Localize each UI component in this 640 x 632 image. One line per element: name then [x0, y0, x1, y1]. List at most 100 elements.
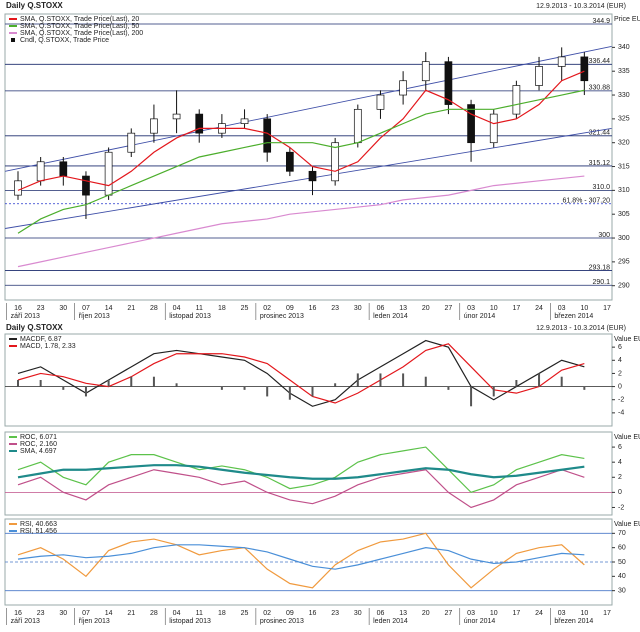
y-tick-label: -4: [618, 410, 624, 417]
candle-body: [467, 104, 475, 144]
x-tick-label: 24: [535, 305, 543, 312]
x-tick-label: 16: [309, 610, 317, 617]
y-tick-label: -2: [618, 397, 624, 404]
month-label: prosinec 2013: [260, 618, 304, 625]
y-axis-label: Value EUR: [614, 434, 640, 441]
histogram-bar: [130, 376, 133, 387]
x-tick-label: 18: [218, 305, 226, 312]
x-tick-label: 02: [263, 610, 271, 617]
y-tick-label: 330: [618, 92, 630, 99]
x-tick-label: 11: [196, 305, 203, 312]
x-tick-label: 23: [331, 610, 339, 617]
x-tick-label: 09: [286, 305, 294, 312]
panel-title: Daily Q.STOXX: [6, 323, 63, 332]
x-tick-label: 10: [490, 305, 498, 312]
month-label: leden 2014: [373, 618, 408, 625]
month-label: září 2013: [11, 313, 40, 320]
legend-label: Cndl, Q.STOXX, Trade Price: [20, 37, 109, 44]
series-line: [17, 70, 585, 191]
histogram-bar: [152, 376, 155, 387]
legend-swatch: [11, 38, 15, 42]
candle-body: [59, 161, 68, 177]
x-tick-label: 30: [59, 305, 67, 312]
x-tick-label: 04: [173, 610, 181, 617]
series-line: [17, 532, 585, 589]
x-tick-label: 20: [422, 610, 430, 617]
candle-body: [263, 118, 272, 153]
candle-body: [444, 61, 453, 105]
level-label: 344.9: [592, 18, 610, 25]
series-line: [17, 89, 585, 234]
candle-body: [535, 66, 543, 86]
y-tick-label: 340: [618, 44, 630, 51]
x-tick-label: 28: [150, 305, 158, 312]
x-tick-label: 28: [150, 610, 158, 617]
y-tick-label: 320: [618, 140, 630, 147]
legend-label: ROC, 2.160: [20, 441, 57, 448]
x-tick-label: 10: [490, 610, 498, 617]
month-label: únor 2014: [464, 618, 496, 625]
legend-label: RSI, 51.456: [20, 528, 57, 535]
candle-body: [240, 118, 249, 124]
histogram-bar: [424, 376, 427, 387]
level-label: 336.44: [589, 58, 611, 65]
candle-body: [308, 170, 317, 182]
month-label: březen 2014: [554, 618, 593, 625]
y-tick-label: 6: [618, 444, 622, 451]
series-line: [17, 544, 585, 570]
candle-body: [331, 142, 340, 182]
candle-body: [104, 151, 113, 196]
y-tick-label: -2: [618, 504, 624, 511]
histogram-bar: [447, 386, 450, 390]
level-label: 315.12: [589, 160, 611, 167]
level-label: 321.44: [589, 130, 611, 137]
candle-body: [489, 113, 498, 144]
y-tick-label: 50: [618, 559, 626, 566]
x-tick-label: 17: [603, 610, 611, 617]
histogram-bar: [356, 373, 359, 387]
legend-label: MACDF, 6.87: [20, 336, 62, 343]
x-tick-label: 30: [59, 610, 67, 617]
candle-body: [150, 118, 158, 134]
x-tick-label: 25: [241, 610, 249, 617]
x-tick-label: 17: [603, 305, 611, 312]
y-tick-label: 290: [618, 283, 630, 290]
x-tick-label: 23: [37, 305, 45, 312]
candle-body: [376, 94, 385, 110]
x-tick-label: 10: [580, 305, 588, 312]
histogram-bar: [560, 376, 563, 387]
histogram-bar: [515, 380, 518, 387]
candle-body: [82, 175, 90, 196]
y-tick-label: 335: [618, 68, 630, 75]
x-tick-label: 03: [467, 305, 475, 312]
month-label: listopad 2013: [169, 313, 211, 320]
y-tick-label: 4: [618, 459, 622, 466]
histogram-bar: [17, 380, 19, 387]
level-label: 293.18: [589, 264, 611, 271]
x-tick-label: 02: [263, 305, 271, 312]
x-tick-label: 03: [558, 305, 566, 312]
y-axis-label: Price EUR: [614, 16, 640, 23]
candle-body: [399, 80, 407, 96]
series-line: [17, 339, 585, 407]
x-tick-label: 20: [422, 305, 430, 312]
x-tick-label: 23: [37, 610, 45, 617]
x-tick-label: 11: [196, 610, 203, 617]
candle-body: [580, 56, 589, 82]
x-tick-label: 16: [14, 305, 22, 312]
x-tick-label: 13: [399, 610, 407, 617]
trend-line: [4, 45, 612, 172]
candle-body: [172, 113, 181, 120]
series-line: [17, 446, 585, 494]
panel-subtitle: 12.9.2013 - 10.3.2014 (EUR): [536, 3, 626, 10]
histogram-bar: [266, 386, 269, 397]
x-tick-label: 04: [173, 305, 181, 312]
series-line: [17, 343, 585, 404]
y-tick-label: 325: [618, 116, 630, 123]
x-tick-label: 21: [127, 610, 135, 617]
y-tick-label: 2: [618, 370, 622, 377]
x-tick-label: 27: [445, 305, 453, 312]
candle-body: [512, 85, 521, 115]
month-label: leden 2014: [373, 313, 408, 320]
x-tick-label: 24: [535, 610, 543, 617]
